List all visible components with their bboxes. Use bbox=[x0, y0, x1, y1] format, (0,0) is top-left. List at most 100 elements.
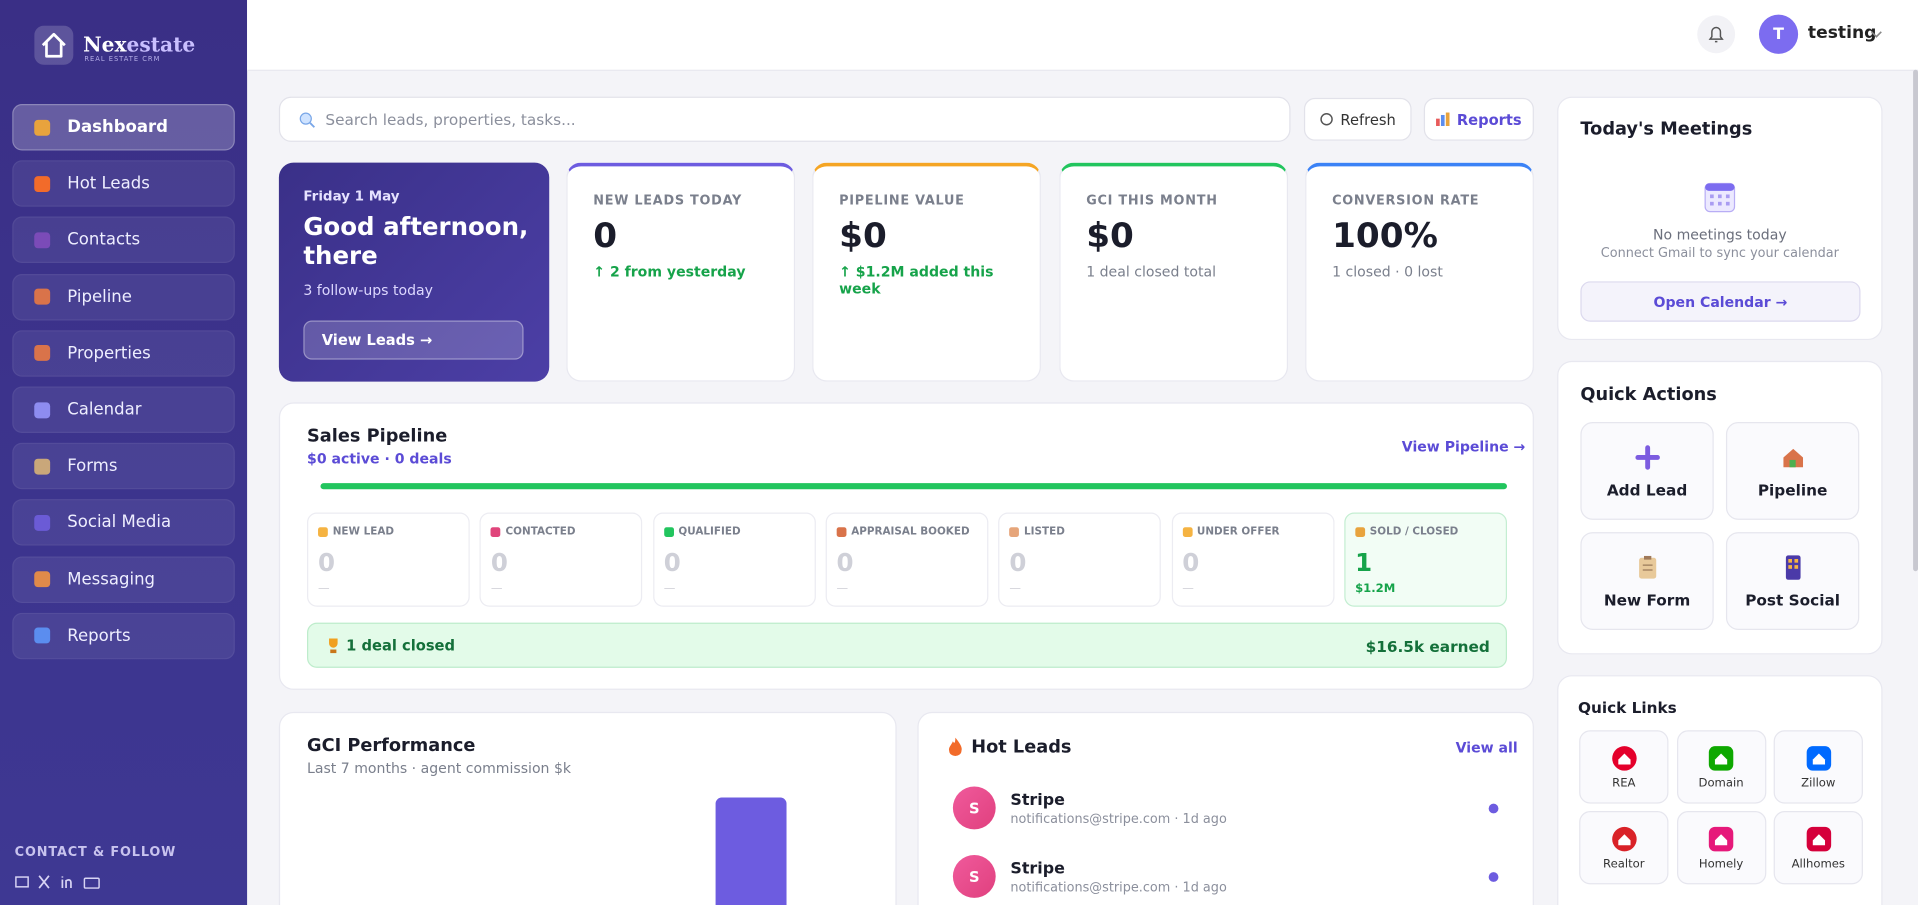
stat-label: PIPELINE VALUE bbox=[839, 193, 965, 208]
view-leads-button[interactable]: View Leads → bbox=[303, 320, 524, 360]
quick-action-label: New Form bbox=[1603, 590, 1691, 609]
nav-item[interactable]: Social Media bbox=[12, 499, 235, 547]
card-icon[interactable] bbox=[83, 877, 100, 889]
stage-header: QUALIFIED bbox=[663, 526, 741, 538]
user-name[interactable]: testing bbox=[1807, 23, 1877, 43]
quick-link[interactable]: REA bbox=[1579, 730, 1669, 804]
reports-button[interactable]: Reports bbox=[1423, 97, 1534, 141]
logo-icon bbox=[34, 25, 74, 65]
pipeline-stage[interactable]: APPRAISAL BOOKED 0 — bbox=[825, 512, 989, 607]
nav-item[interactable]: Forms bbox=[12, 443, 235, 490]
stat-value: $0 bbox=[839, 215, 887, 256]
quick-link-label: Domain bbox=[1698, 776, 1744, 790]
nav-item[interactable]: Contacts bbox=[12, 216, 235, 264]
footer-heading: CONTACT & FOLLOW bbox=[14, 845, 177, 860]
pipeline-stage[interactable]: SOLD / CLOSED 1 $1.2M bbox=[1344, 512, 1507, 607]
lead-name[interactable]: Stripe bbox=[1010, 791, 1065, 810]
nav-icon bbox=[34, 119, 51, 136]
banner-left: 1 deal closed bbox=[346, 637, 456, 655]
nav-item[interactable]: Hot Leads bbox=[12, 160, 235, 207]
quick-action[interactable]: Add Lead bbox=[1580, 422, 1714, 520]
pipeline-stage[interactable]: NEW LEAD 0 — bbox=[307, 512, 470, 607]
calendar-icon bbox=[1704, 182, 1736, 213]
stage-sub: — bbox=[490, 582, 503, 596]
nav-label: Pipeline bbox=[67, 286, 132, 307]
nav-item[interactable]: Calendar bbox=[12, 386, 235, 434]
nav-item[interactable]: Reports bbox=[12, 612, 235, 660]
quick-link-logo bbox=[1806, 745, 1831, 771]
stat-card: CONVERSION RATE 100% 1 closed · 0 lost bbox=[1305, 162, 1534, 382]
social-icons bbox=[15, 875, 100, 889]
stat-label: CONVERSION RATE bbox=[1332, 193, 1480, 208]
stage-sub: — bbox=[318, 582, 330, 596]
topbar: T testing bbox=[247, 0, 1918, 71]
brand-name-a: Nex bbox=[83, 33, 127, 57]
open-calendar-button[interactable]: Open Calendar → bbox=[1580, 281, 1861, 322]
pipeline-title: Sales Pipeline bbox=[307, 426, 448, 447]
lead-detail: notifications@stripe.com · 1d ago bbox=[1010, 812, 1227, 827]
notifications-button[interactable] bbox=[1697, 15, 1736, 54]
pipeline-stage[interactable]: UNDER OFFER 0 — bbox=[1171, 512, 1334, 607]
quick-action-icon bbox=[1782, 448, 1803, 467]
gci-bar bbox=[715, 797, 787, 905]
view-all-link[interactable]: View all bbox=[1455, 738, 1518, 756]
quick-action-label: Pipeline bbox=[1757, 480, 1828, 499]
email-icon[interactable] bbox=[15, 876, 29, 888]
brand-tagline: REAL ESTATE CRM bbox=[84, 56, 161, 64]
stage-icon bbox=[1009, 527, 1020, 537]
quick-link-label: Homely bbox=[1698, 856, 1744, 871]
nav-item[interactable]: Dashboard bbox=[12, 103, 235, 151]
reports-label: Reports bbox=[1456, 110, 1522, 128]
brand-name-b: estate bbox=[126, 33, 196, 57]
nav-label: Messaging bbox=[67, 569, 156, 590]
nav-label: Social Media bbox=[67, 513, 172, 533]
quick-link[interactable]: Zillow bbox=[1773, 730, 1863, 804]
banner-right: $16.5k earned bbox=[1365, 637, 1490, 656]
stage-sub: — bbox=[1009, 582, 1021, 596]
nav-icon bbox=[34, 345, 51, 362]
pipeline-stage[interactable]: QUALIFIED 0 — bbox=[652, 512, 816, 607]
view-pipeline-link[interactable]: View Pipeline → bbox=[1401, 437, 1526, 456]
quick-action[interactable]: Pipeline bbox=[1725, 422, 1860, 520]
quick-link[interactable]: Allhomes bbox=[1773, 810, 1863, 885]
x-icon[interactable] bbox=[38, 875, 50, 889]
nav-icon bbox=[34, 288, 51, 305]
quick-action-label: Post Social bbox=[1745, 590, 1841, 609]
pipeline-stage[interactable]: LISTED 0 — bbox=[998, 512, 1162, 607]
lead-name[interactable]: Stripe bbox=[1010, 859, 1065, 879]
stage-icon bbox=[1182, 527, 1193, 537]
user-avatar[interactable]: T bbox=[1758, 14, 1799, 54]
pipeline-stage[interactable]: CONTACTED 0 — bbox=[479, 512, 643, 607]
quick-action[interactable]: Post Social bbox=[1725, 532, 1860, 630]
search-placeholder: Search leads, properties, tasks... bbox=[325, 110, 576, 129]
quick-link[interactable]: Realtor bbox=[1579, 810, 1669, 885]
search-box[interactable]: Search leads, properties, tasks... bbox=[278, 96, 1291, 142]
nav-label: Calendar bbox=[67, 399, 142, 420]
quick-link-label: REA bbox=[1612, 776, 1636, 790]
stage-sub: — bbox=[1182, 582, 1194, 596]
stat-card: NEW LEADS TODAY 0 ↑ 2 from yesterday bbox=[566, 162, 796, 382]
stage-icon bbox=[663, 527, 674, 537]
stat-note: ↑ 2 from yesterday bbox=[593, 262, 746, 281]
nav-item[interactable]: Pipeline bbox=[12, 273, 235, 320]
stage-icon bbox=[318, 527, 328, 537]
nav-item[interactable]: Properties bbox=[12, 330, 235, 377]
stage-name: APPRAISAL BOOKED bbox=[851, 525, 970, 539]
lead-avatar[interactable]: S bbox=[952, 855, 996, 898]
stage-header: CONTACTED bbox=[490, 526, 576, 538]
stage-icon bbox=[836, 527, 847, 537]
nav-item[interactable]: Messaging bbox=[12, 556, 235, 603]
linkedin-icon[interactable] bbox=[61, 876, 72, 889]
nav-label: Reports bbox=[67, 626, 131, 646]
quick-action-icon bbox=[1634, 444, 1660, 470]
quick-link-logo bbox=[1611, 826, 1637, 851]
refresh-button[interactable]: Refresh bbox=[1303, 97, 1412, 141]
search-icon bbox=[299, 111, 316, 128]
user-menu-chevron[interactable] bbox=[1870, 29, 1882, 39]
quick-link[interactable]: Homely bbox=[1676, 810, 1766, 885]
stat-label: GCI THIS MONTH bbox=[1086, 193, 1218, 208]
quick-action[interactable]: New Form bbox=[1580, 532, 1714, 630]
quick-link[interactable]: Domain bbox=[1676, 730, 1766, 804]
lead-avatar[interactable]: S bbox=[952, 786, 996, 830]
